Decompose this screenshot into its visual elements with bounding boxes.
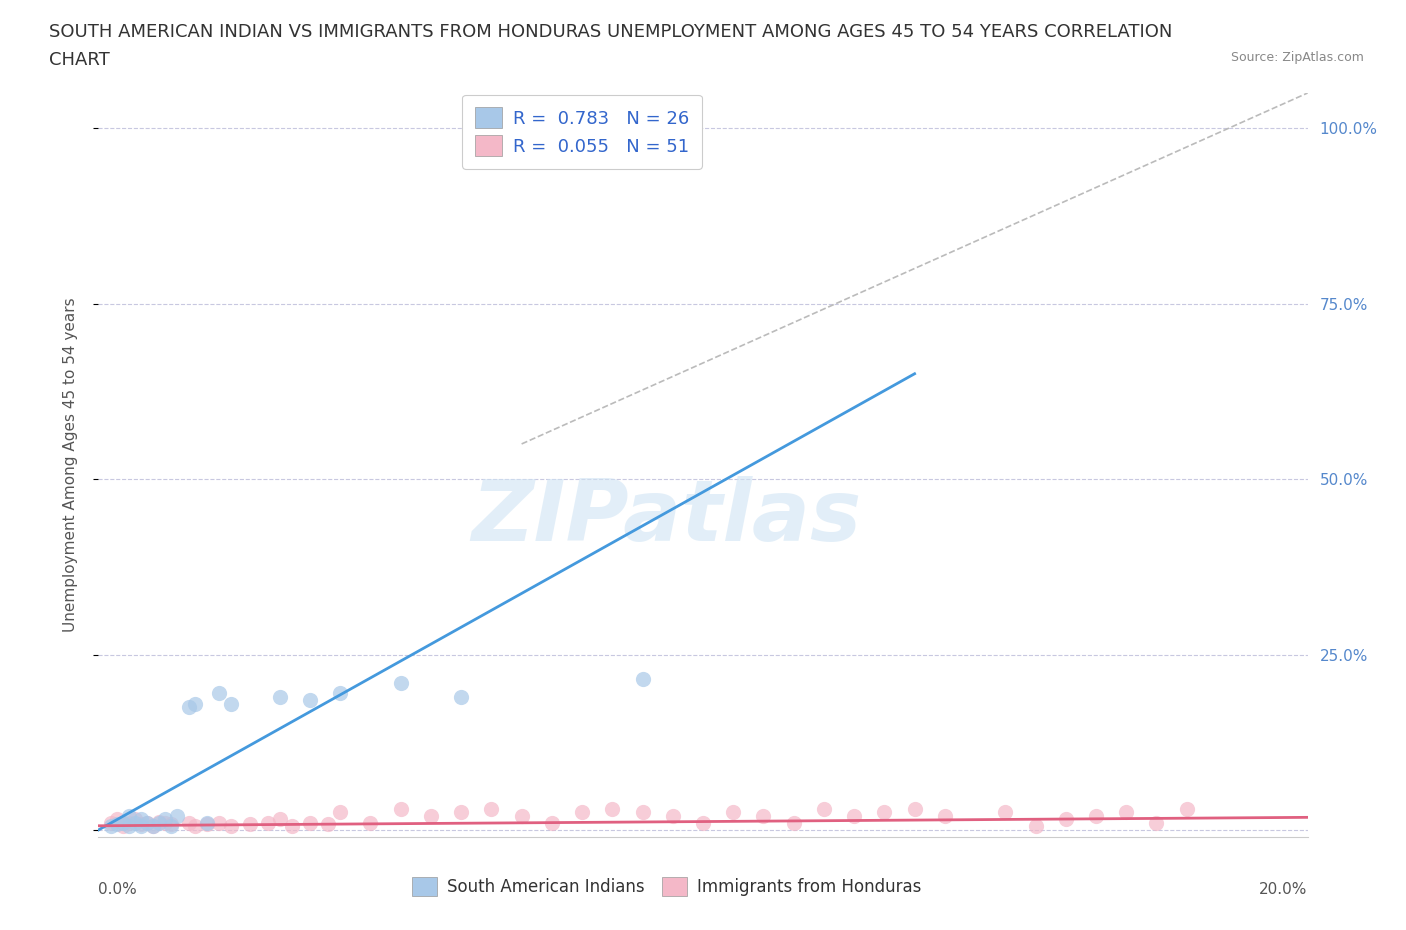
Point [269,812,291,827]
Point [184,819,207,834]
Point [142,819,165,834]
Text: SOUTH AMERICAN INDIAN VS IMMIGRANTS FROM HONDURAS UNEMPLOYMENT AMONG AGES 45 TO : SOUTH AMERICAN INDIAN VS IMMIGRANTS FROM… [49,23,1173,41]
Point [105,817,128,831]
Point [153,816,176,830]
Point [631,121,654,136]
Point [160,819,183,834]
Point [135,816,157,830]
Point [844,808,866,823]
Point [179,699,201,714]
Point [129,819,152,834]
Point [208,816,231,830]
Point [1144,816,1167,830]
Point [602,802,624,817]
Point [179,816,201,830]
Point [129,817,152,831]
Point [135,816,157,830]
Point [118,816,141,830]
Point [1024,819,1046,834]
Point [994,805,1017,820]
Point [316,817,339,831]
Point [571,805,593,820]
Text: CHART: CHART [49,51,110,69]
Point [195,816,218,830]
Point [221,819,243,834]
Point [904,802,927,817]
Point [360,816,382,830]
Y-axis label: Unemployment Among Ages 45 to 54 years: Unemployment Among Ages 45 to 54 years [63,298,77,632]
Point [631,805,654,820]
Point [208,685,231,700]
Point [1175,802,1198,817]
Point [873,805,896,820]
Point [100,819,122,834]
Point [540,816,562,830]
Point [111,816,134,830]
Point [631,671,654,686]
Point [195,817,218,831]
Point [1115,805,1137,820]
Point [389,675,412,690]
Text: 20.0%: 20.0% [1260,882,1308,897]
Point [299,693,322,708]
Point [269,689,291,704]
Point [329,685,352,700]
Point [281,819,304,834]
Point [124,816,146,830]
Point [142,819,165,834]
Point [124,812,146,827]
Point [752,808,775,823]
Point [783,816,806,830]
Point [184,697,207,711]
Point [389,802,412,817]
Point [510,808,533,823]
Point [481,802,503,817]
Point [166,808,188,823]
Legend: South American Indians, Immigrants from Honduras: South American Indians, Immigrants from … [406,870,928,903]
Point [118,808,141,823]
Point [450,689,472,704]
Point [299,816,322,830]
Text: ZIPatlas: ZIPatlas [471,475,862,559]
Point [105,812,128,827]
Point [813,802,835,817]
Point [661,808,683,823]
Point [111,819,134,834]
Point [1085,808,1108,823]
Point [118,819,141,834]
Point [221,697,243,711]
Point [148,816,170,830]
Point [934,808,956,823]
Point [329,805,352,820]
Point [153,812,176,827]
Point [239,817,262,831]
Point [100,816,122,830]
Text: Source: ZipAtlas.com: Source: ZipAtlas.com [1230,51,1364,64]
Point [1054,812,1077,827]
Point [450,805,472,820]
Point [692,816,714,830]
Point [256,816,278,830]
Point [723,805,745,820]
Point [420,808,443,823]
Text: 0.0%: 0.0% [98,882,138,897]
Point [111,816,134,830]
Point [129,812,152,827]
Point [160,817,183,831]
Point [148,814,170,829]
